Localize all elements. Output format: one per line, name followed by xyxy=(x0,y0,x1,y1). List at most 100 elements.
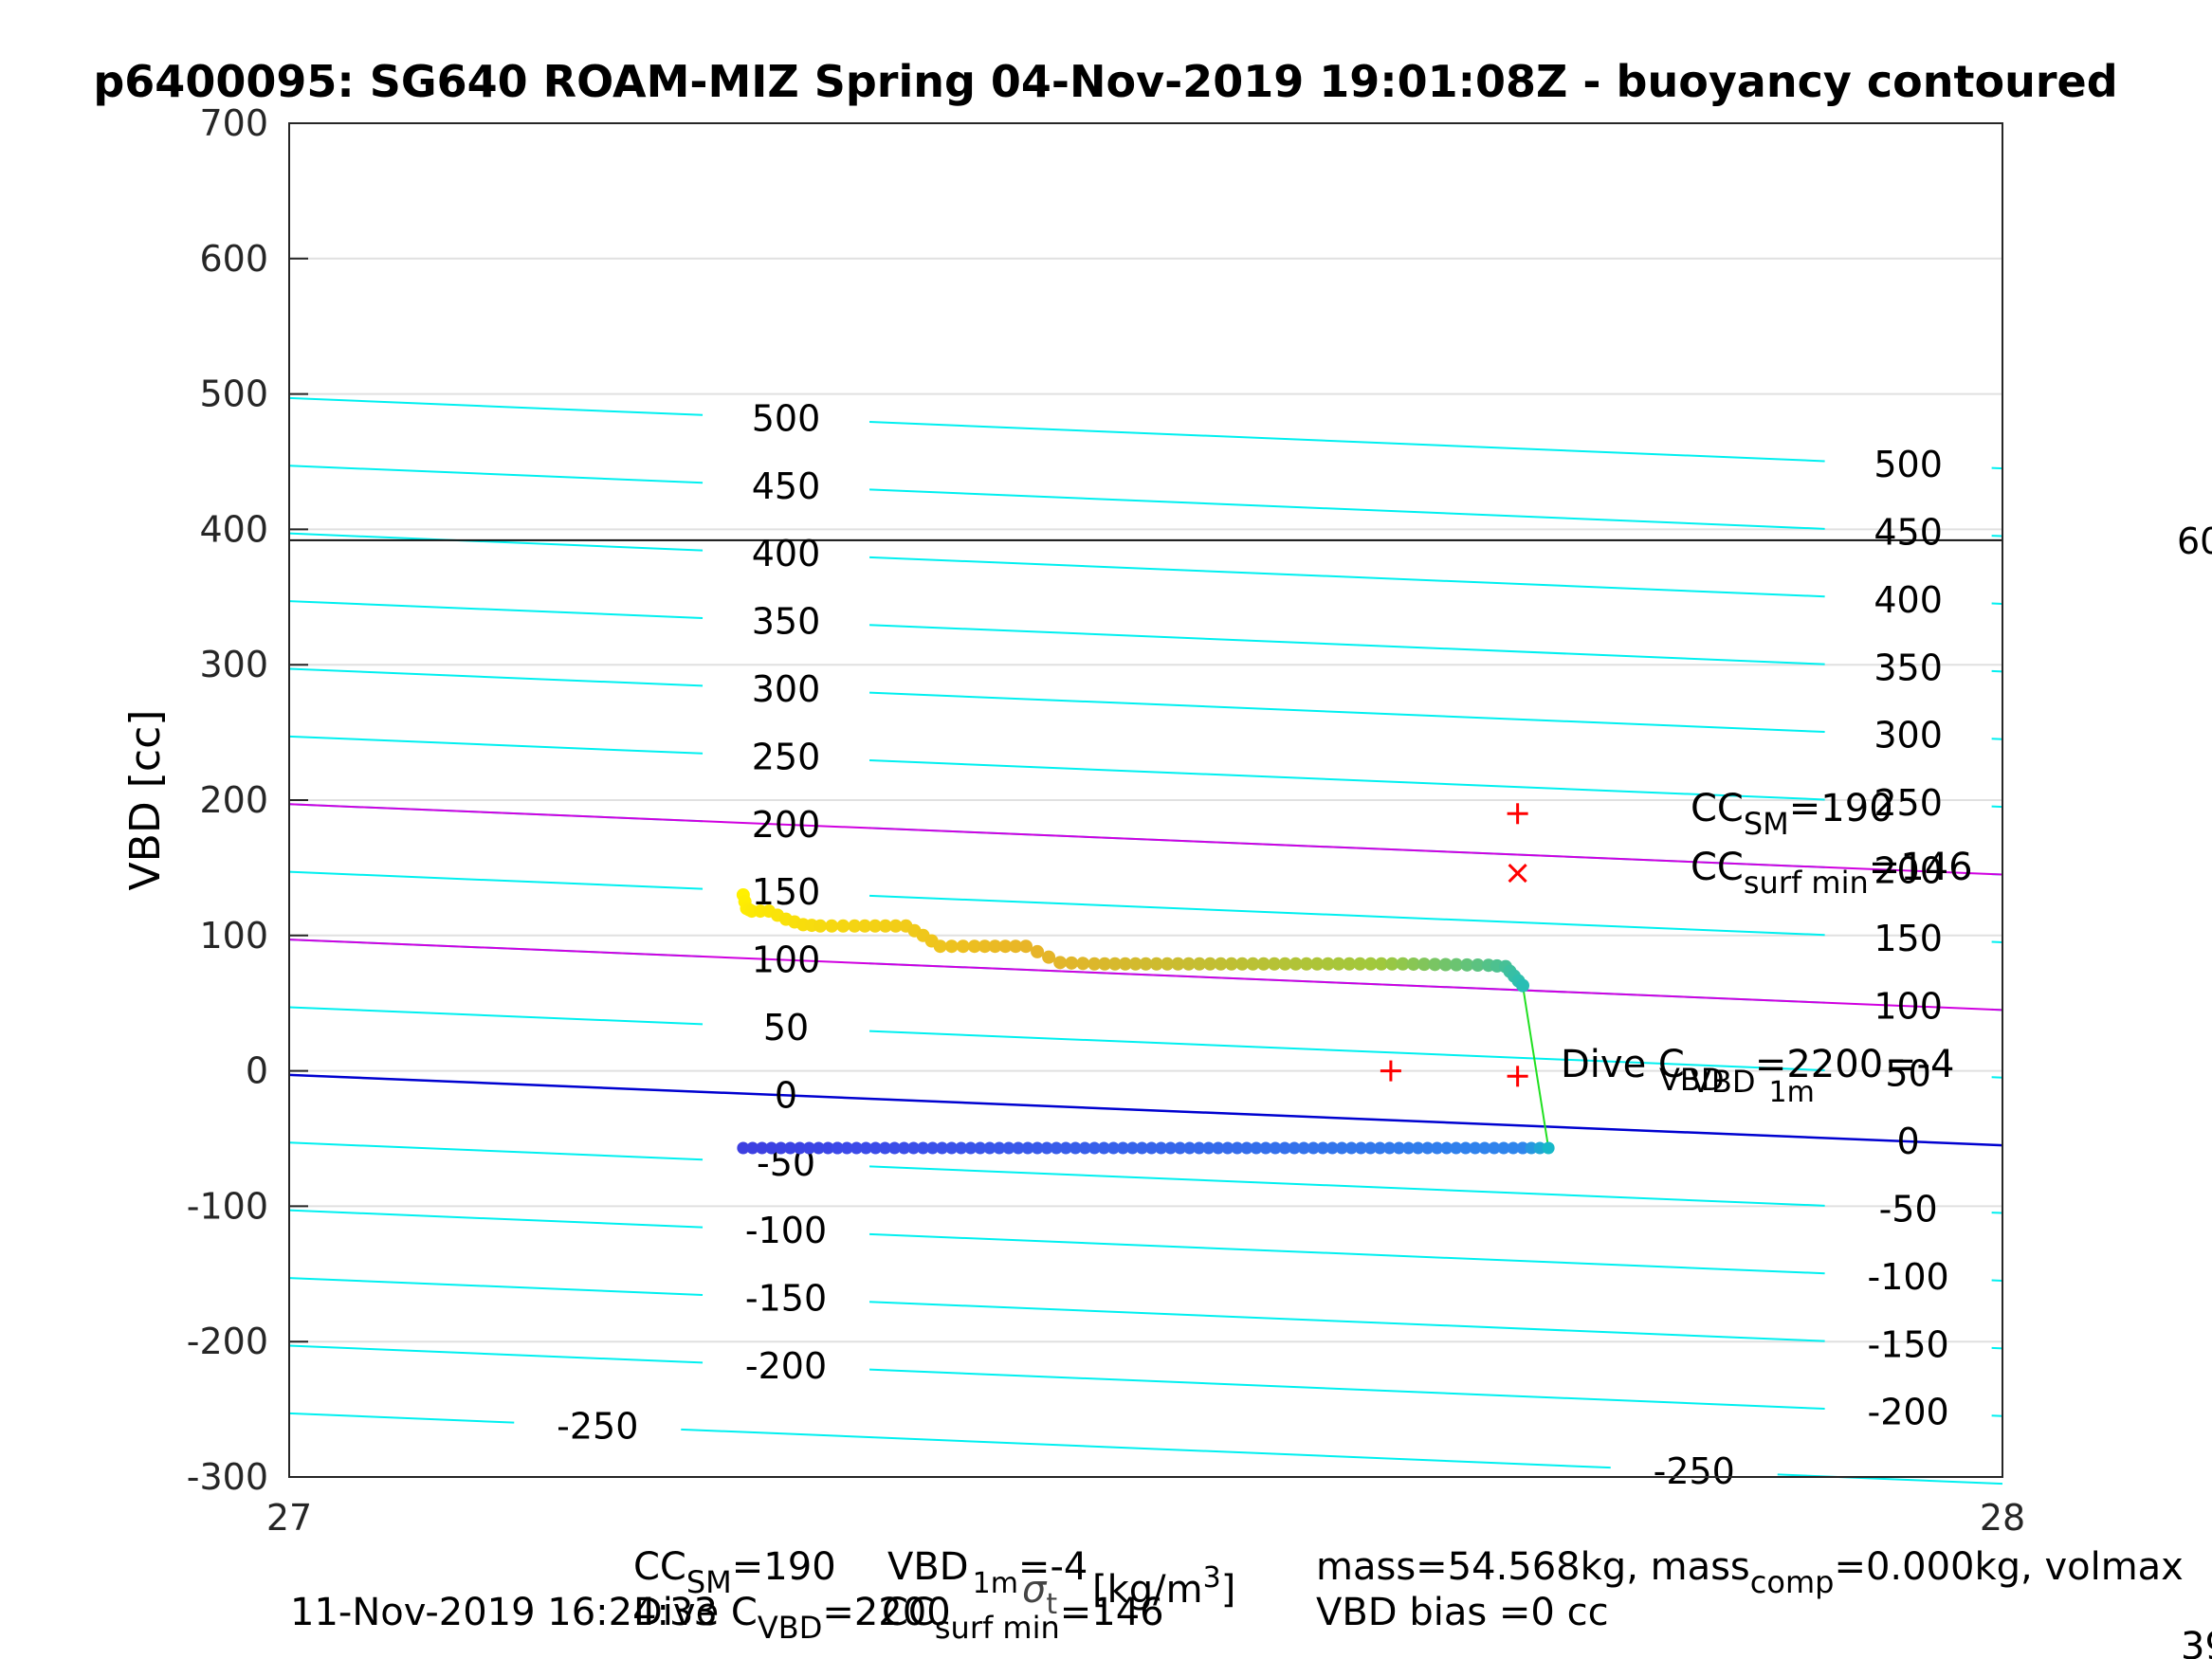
y-axis-ticks: 700 600 500 400 300 200 100 0 -100 -200 -300 xyxy=(187,102,308,1498)
ascent-point xyxy=(993,1141,1006,1155)
descent-point xyxy=(967,939,981,954)
descent-point xyxy=(858,919,872,933)
ascent-point xyxy=(1193,1141,1206,1155)
contour-label-right: 500 xyxy=(1874,444,1943,485)
contour-label-left: 450 xyxy=(752,465,821,507)
descent-point xyxy=(1278,957,1292,971)
footer-mass-rest: =0.000kg, volmax xyxy=(1834,1545,2183,1589)
svg-text:[kg/m3]: [kg/m3] xyxy=(1092,1561,1235,1612)
cc-surf-sub: surf min xyxy=(1744,865,1869,901)
contour-label-left: 350 xyxy=(752,601,821,643)
ascent-point xyxy=(1069,1141,1082,1155)
contour-line xyxy=(868,1232,1825,1275)
contour-line xyxy=(868,1368,1825,1411)
descent-point xyxy=(1019,939,1033,954)
ascent-point xyxy=(850,1141,863,1155)
ascent-point xyxy=(936,1141,949,1155)
contour-label-right: 100 xyxy=(1874,985,1943,1027)
descent-point xyxy=(933,939,947,954)
y-tick-label: 300 xyxy=(199,644,268,685)
red-x-marker xyxy=(1508,864,1527,884)
descent-point xyxy=(1396,957,1410,971)
ascent-point xyxy=(756,1141,769,1155)
contour-label-left: 250 xyxy=(752,736,821,777)
ascent-point xyxy=(1344,1141,1358,1155)
descent-point xyxy=(1471,958,1485,973)
y-tick-label: -100 xyxy=(187,1185,268,1227)
descent-point xyxy=(1192,957,1206,971)
ascent-point xyxy=(1031,1141,1044,1155)
ascent-point xyxy=(1354,1141,1367,1155)
descent-point xyxy=(1171,957,1185,971)
ascent-point xyxy=(1088,1141,1101,1155)
contour-label-right: -250 xyxy=(1654,1450,1735,1492)
descent-point xyxy=(1289,957,1303,971)
descent-point xyxy=(1149,957,1163,971)
ascent-point xyxy=(1259,1141,1272,1155)
ascent-point xyxy=(737,1141,750,1155)
descent-point xyxy=(1428,957,1442,972)
ascent-point xyxy=(812,1141,825,1155)
descent-point xyxy=(1460,957,1474,972)
footer-cc-sm: CC xyxy=(633,1545,686,1589)
transition-line xyxy=(1522,985,1550,1149)
contour-label-right: 200 xyxy=(1874,849,1943,891)
footer-cc-surf-sub: surf min xyxy=(935,1610,1060,1646)
vbd-1m-sub: 1m xyxy=(1768,1076,1814,1109)
ascent-point xyxy=(1450,1141,1463,1155)
ascent-point xyxy=(1125,1141,1139,1155)
y-axis-label: VBD [cc] xyxy=(121,710,170,891)
ascent-point xyxy=(831,1141,844,1155)
y-tick-label: 700 xyxy=(199,102,268,144)
ascent-point xyxy=(974,1141,987,1155)
ascent-point xyxy=(1478,1141,1491,1155)
ascent-point xyxy=(1507,1141,1520,1155)
contour-line xyxy=(288,600,704,620)
svg-text:mass=54.568kg, masscomp=0.000k: mass=54.568kg, masscomp=0.000kg, volmax xyxy=(1316,1545,2184,1600)
footer-dive-c-val: =2200 xyxy=(822,1591,950,1634)
footer-mass: mass=54.568kg, mass xyxy=(1316,1545,1750,1589)
descent-point xyxy=(1246,957,1260,971)
descent-point xyxy=(1235,957,1250,971)
footer-vbd-val: =-4 xyxy=(1018,1545,1088,1589)
footer-cc-sm-val: =190 xyxy=(732,1545,836,1589)
descent-point xyxy=(1450,957,1464,972)
ascent-point xyxy=(1363,1141,1377,1155)
ascent-point xyxy=(1469,1141,1482,1155)
red-plus-marker xyxy=(1380,1060,1401,1082)
dive-c-text: Dive C xyxy=(1561,1043,1685,1086)
chart-title: p6400095: SG640 ROAM-MIZ Spring 04-Nov-2… xyxy=(93,56,2117,107)
ascent-point xyxy=(1431,1141,1444,1155)
descent-point xyxy=(1065,956,1079,970)
footer-mass-sub: comp xyxy=(1750,1564,1835,1600)
red-plus-marker xyxy=(1507,803,1528,825)
descent-point xyxy=(1128,957,1143,971)
contour-line xyxy=(868,759,1825,801)
footer-timestamp: 11-Nov-2019 16:24:33 xyxy=(290,1591,718,1634)
contour-label-left: 0 xyxy=(775,1074,797,1116)
ascent-point xyxy=(1297,1141,1310,1155)
y-tick-label: 0 xyxy=(246,1050,268,1092)
contour-label-right: 250 xyxy=(1874,782,1943,824)
descent-point xyxy=(1139,957,1153,971)
cc-sm-sub: SM xyxy=(1744,806,1789,842)
svg-text:σt: σt xyxy=(1022,1568,1057,1621)
ascent-point xyxy=(1269,1141,1282,1155)
footer-sigma: σ xyxy=(1022,1568,1048,1612)
descent-point xyxy=(1385,957,1399,971)
ascent-point xyxy=(1373,1141,1386,1155)
footer-sigma-sub: t xyxy=(1046,1588,1057,1621)
descent-point xyxy=(1516,978,1530,993)
descent-point xyxy=(1343,957,1357,971)
ascent-point xyxy=(1135,1141,1148,1155)
descent-point xyxy=(998,939,1013,954)
y-tick-label: 200 xyxy=(199,779,268,821)
descent-point xyxy=(1321,957,1335,971)
vbd-1m-val: =-4 xyxy=(1885,1043,1954,1086)
descent-point xyxy=(1009,939,1023,954)
ascent-point xyxy=(898,1141,911,1155)
footer-cc-surf-val: =146 xyxy=(1060,1591,1164,1634)
descent-point xyxy=(988,939,1002,954)
